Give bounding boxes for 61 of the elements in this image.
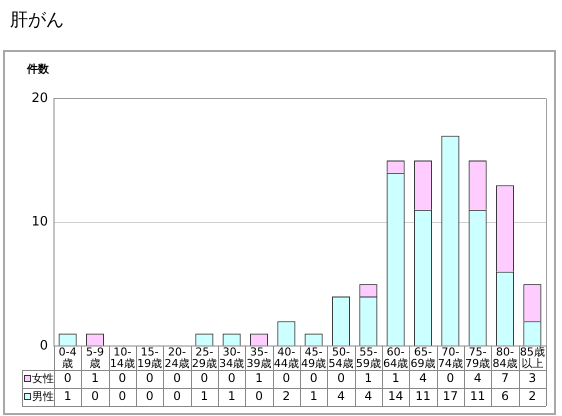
- x-tick-label: 75-79歳: [465, 346, 490, 370]
- data-label: 4: [419, 371, 427, 386]
- data-label: 6: [501, 389, 509, 404]
- data-label: 0: [91, 389, 99, 404]
- data-label: 0: [200, 371, 208, 386]
- x-tick-label: 70-74歳: [438, 346, 463, 370]
- x-tick-label: 50-54歳: [328, 346, 354, 370]
- chart-title: 肝がん: [10, 9, 64, 30]
- y-axis-title: 件数: [26, 62, 50, 76]
- x-tick-label: 80-84歳: [492, 346, 518, 370]
- data-label: 0: [446, 371, 454, 386]
- data-label: 1: [91, 371, 99, 386]
- x-tick-label: 20-24歳: [164, 346, 190, 370]
- x-tick-label: 30-34歳: [219, 346, 244, 370]
- data-label: 1: [228, 389, 236, 404]
- data-label: 1: [392, 371, 400, 386]
- x-tick-label: 40-44歳: [274, 346, 299, 370]
- data-label: 2: [282, 389, 290, 404]
- data-label: 4: [474, 371, 482, 386]
- data-label: 0: [255, 389, 263, 404]
- data-label: 0: [228, 371, 236, 386]
- data-label: 0: [146, 371, 154, 386]
- x-tick-label: 55-59歳: [356, 346, 381, 370]
- data-label: 1: [200, 389, 208, 404]
- data-label: 17: [442, 389, 458, 404]
- y-tick-label: 0: [40, 338, 48, 354]
- x-tick-label: 85歳以上: [520, 346, 545, 370]
- legend-label: 男性: [32, 390, 54, 403]
- data-label: 11: [470, 389, 486, 404]
- legend-label: 女性: [32, 372, 54, 385]
- data-label: 0: [173, 371, 181, 386]
- data-label: 0: [282, 371, 290, 386]
- data-label: 4: [337, 389, 345, 404]
- data-label: 0: [146, 389, 154, 404]
- data-label: 3: [528, 371, 536, 386]
- data-label: 11: [415, 389, 431, 404]
- data-label: 0: [173, 389, 181, 404]
- x-tick-label: 60-64歳: [383, 346, 408, 370]
- data-label: 0: [64, 371, 72, 386]
- data-label: 1: [310, 389, 318, 404]
- x-tick-label: 5-9歳: [86, 346, 104, 370]
- data-label: 0: [118, 389, 126, 404]
- data-label: 0: [337, 371, 345, 386]
- data-label: 14: [388, 389, 404, 404]
- data-label: 0: [310, 371, 318, 386]
- x-tick-label: 45-49歳: [301, 346, 326, 370]
- x-tick-label: 15-19歳: [137, 346, 162, 370]
- data-label: 1: [255, 371, 263, 386]
- data-label: 1: [64, 389, 72, 404]
- y-tick-label: 20: [31, 90, 48, 106]
- x-tick-label: 0-4歳: [58, 346, 77, 370]
- y-tick-label: 10: [31, 214, 48, 230]
- data-label: 1: [364, 371, 372, 386]
- x-tick-label: 65-69歳: [410, 346, 436, 370]
- x-tick-label: 25-29歳: [192, 346, 217, 370]
- data-label: 7: [501, 371, 509, 386]
- x-tick-label: 35-39歳: [246, 346, 272, 370]
- data-label: 4: [364, 389, 372, 404]
- data-label: 0: [118, 371, 126, 386]
- x-tick-label: 10-14歳: [110, 346, 135, 370]
- data-label: 2: [528, 389, 536, 404]
